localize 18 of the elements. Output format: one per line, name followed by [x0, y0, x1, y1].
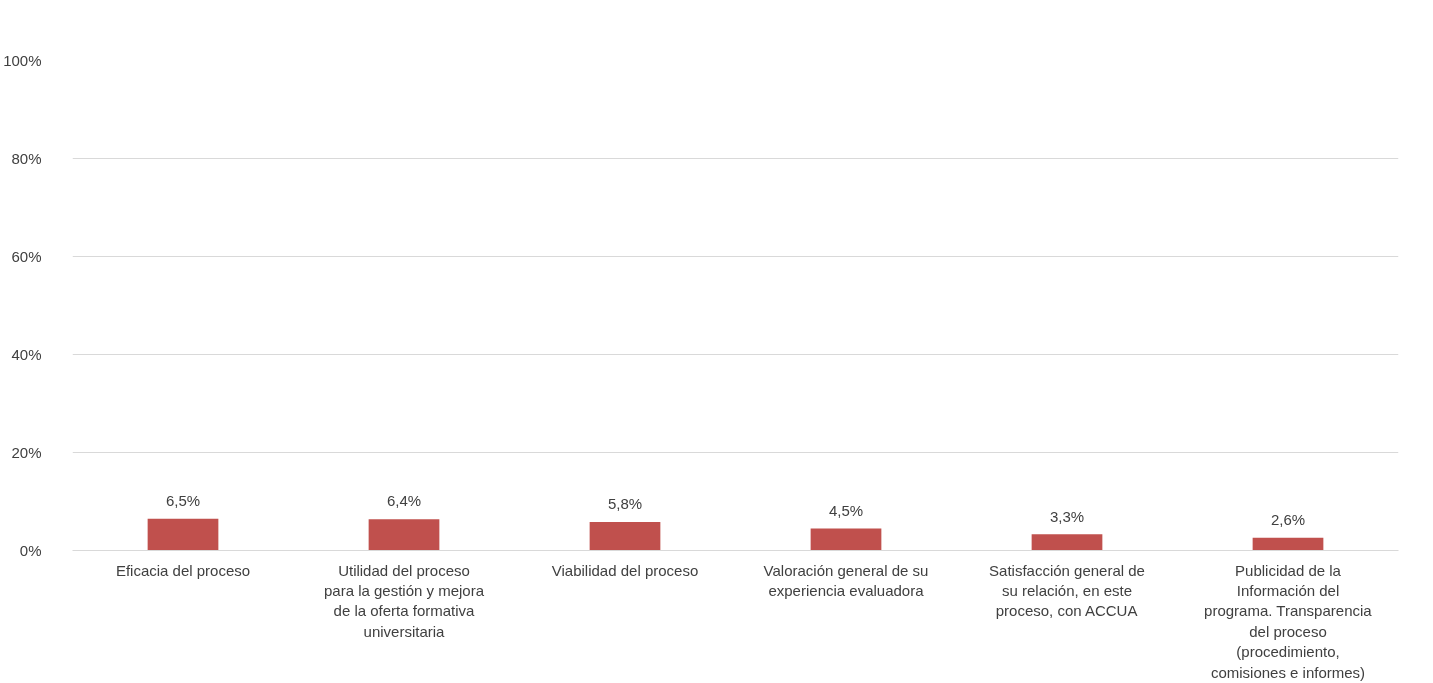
x-tick-label: Eficacia del proceso [115, 561, 251, 579]
y-tick-label: 80% [11, 150, 42, 167]
x-tick-label: Utilidad del proceso para la gestión y mejora de la oferta formativa universitaria [323, 561, 485, 640]
data-label: 5,8% [607, 495, 643, 513]
x-tick-label: Publicidad de la Información del programa. Transparencia del proceso (procedimiento, comisiones e informes) [1204, 561, 1373, 681]
x-tick-label: Satisfacción general de su relación, en este proceso, con ACCUA [989, 561, 1145, 620]
y-tick-label: 100% [3, 52, 42, 69]
data-label: 2,6% [1270, 510, 1306, 528]
y-tick-label: 20% [11, 444, 42, 461]
y-tick-label: 40% [11, 346, 42, 363]
y-tick-label: 0% [19, 542, 42, 559]
data-label: 4,5% [828, 501, 864, 519]
x-tick-label: Viabilidad del proceso [551, 561, 699, 579]
data-label: 3,3% [1049, 507, 1085, 525]
x-tick-label: Valoración general de su experiencia evaluadora [763, 561, 929, 599]
y-tick-label: 60% [11, 248, 42, 265]
data-label: 6,4% [386, 492, 422, 510]
data-label: 6,5% [165, 491, 201, 509]
